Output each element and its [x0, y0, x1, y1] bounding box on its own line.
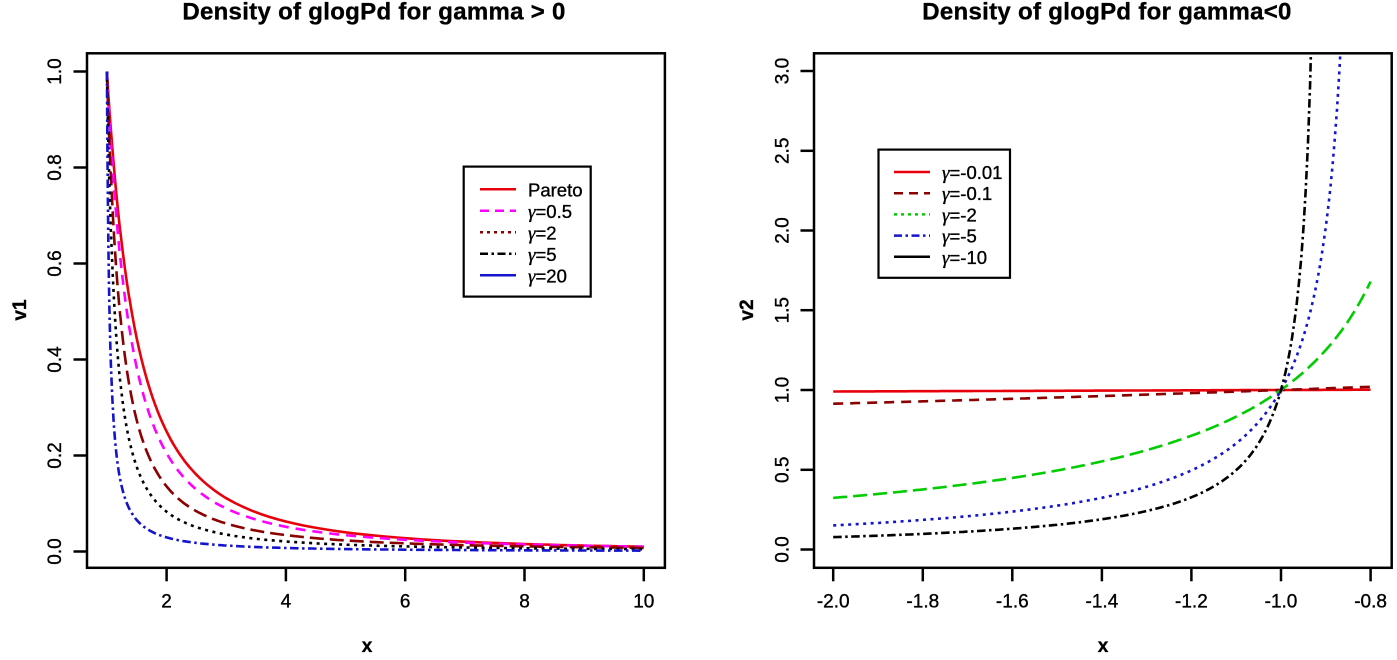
svg-text:x: x [1098, 636, 1109, 655]
svg-text:-1.8: -1.8 [906, 592, 939, 613]
svg-text:γ=0.5: γ=0.5 [528, 201, 572, 223]
svg-text:2.0: 2.0 [773, 217, 794, 243]
svg-text:γ=5: γ=5 [528, 244, 557, 266]
svg-text:Density of glogPd for gamma<0: Density of glogPd for gamma<0 [922, 0, 1291, 26]
svg-text:1.0: 1.0 [45, 58, 66, 84]
svg-text:x: x [362, 636, 373, 655]
svg-text:Density of glogPd for gamma >: Density of glogPd for gamma > 0 [182, 0, 565, 26]
svg-text:10: 10 [633, 592, 654, 613]
svg-text:γ=-5: γ=-5 [942, 226, 977, 248]
svg-text:0.6: 0.6 [45, 250, 66, 276]
svg-text:4: 4 [281, 592, 292, 613]
svg-text:γ=20: γ=20 [528, 265, 567, 287]
svg-text:2.5: 2.5 [773, 138, 794, 164]
svg-text:1.0: 1.0 [773, 377, 794, 403]
svg-text:0.4: 0.4 [45, 346, 66, 373]
svg-text:γ=-2: γ=-2 [942, 204, 977, 226]
svg-text:v1: v1 [10, 299, 31, 321]
svg-text:0.0: 0.0 [45, 538, 66, 564]
svg-text:-2.0: -2.0 [817, 592, 850, 613]
svg-text:γ=-0.01: γ=-0.01 [942, 162, 1002, 184]
svg-text:-0.8: -0.8 [1354, 592, 1387, 613]
svg-text:0.2: 0.2 [45, 442, 66, 468]
svg-text:6: 6 [400, 592, 411, 613]
svg-text:Pareto: Pareto [528, 179, 583, 200]
svg-text:1.5: 1.5 [773, 297, 794, 323]
svg-text:8: 8 [519, 592, 530, 613]
svg-text:v2: v2 [737, 299, 758, 320]
svg-text:0.5: 0.5 [773, 457, 794, 483]
svg-text:3.0: 3.0 [773, 58, 794, 84]
svg-text:γ=2: γ=2 [528, 222, 557, 244]
svg-text:0.8: 0.8 [45, 154, 66, 180]
svg-text:γ=-0.1: γ=-0.1 [942, 183, 992, 205]
svg-text:-1.6: -1.6 [996, 592, 1029, 613]
svg-text:2: 2 [161, 592, 172, 613]
svg-text:-1.2: -1.2 [1175, 592, 1208, 613]
svg-text:0.0: 0.0 [773, 536, 794, 562]
svg-text:γ=-10: γ=-10 [942, 247, 987, 269]
svg-text:-1.0: -1.0 [1265, 592, 1298, 613]
svg-text:-1.4: -1.4 [1086, 592, 1119, 613]
